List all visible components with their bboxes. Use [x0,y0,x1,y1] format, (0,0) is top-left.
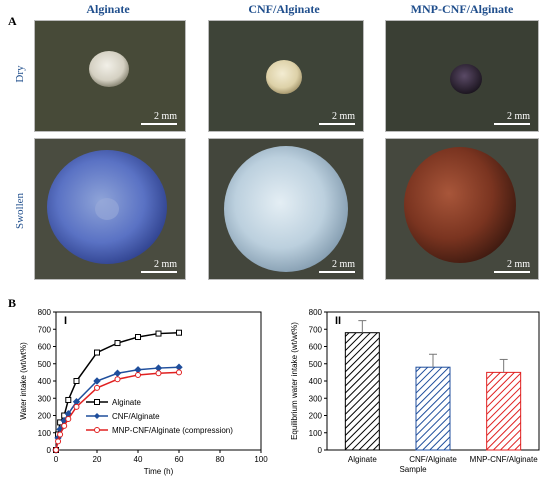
scale-bar-swollen-mnp-cnf-alginate: 2 mm [494,259,530,273]
column-title-alginate: Alginate [86,2,130,16]
y-tick-label: 400 [38,377,52,386]
photo-swollen-cnf-alginate: 2 mm [208,138,364,280]
y-tick-label: 200 [309,412,323,421]
category-label: CNF/Alginate [409,455,457,464]
data-point-square [65,396,72,403]
scale-bar-swollen-alginate: 2 mm [141,259,177,273]
line-chart-water-intake: I 0 100 200 300 400 500 600 700 800 0 20 40 60 80 100 Ti… [19,308,268,476]
bead-swollen-alginate [47,150,167,264]
photo-dry-mnp-cnf-alginate: 2 mm [385,20,539,132]
x-tick-label: 100 [254,455,268,464]
data-point-square [155,330,162,337]
y-tick-label: 600 [38,343,52,352]
legend-label: Alginate [112,398,141,407]
y-tick-label: 300 [38,394,52,403]
row-label-swollen: Swollen [14,192,26,230]
data-point-diamond [175,363,183,371]
y-tick-label: 700 [38,325,52,334]
photo-dry-cnf-alginate: 2 mm [208,20,364,132]
data-point-circle [114,376,121,383]
legend-marker [94,427,100,433]
bar-1 [415,366,451,451]
subpanel-label-i: I [64,315,67,327]
data-point-circle [53,447,59,453]
y-tick-label: 400 [309,377,323,386]
bead-swollen-cnf-alginate [224,146,348,272]
y-tick-label: 700 [309,325,323,334]
column-title-cnf-alginate: CNF/Alginate [248,2,320,16]
bead-dry-cnf-alginate [266,60,302,94]
bar-2 [486,371,522,451]
bead-dry-mnp-cnf-alginate [450,64,482,94]
y-tick-label: 300 [309,394,323,403]
y-axis-label: Equilibrium water intake (wt/wt%) [290,322,299,440]
y-tick-label: 0 [318,446,323,455]
y-tick-label: 0 [47,446,52,455]
y-tick-label: 800 [309,308,323,317]
row-label-dry: Dry [14,65,26,83]
x-tick-label: 20 [93,455,102,464]
legend-marker [94,399,100,405]
data-point-circle [135,371,141,378]
data-point-square [114,340,121,347]
y-tick-label: 500 [309,360,323,369]
data-point-square [73,378,80,384]
data-point-diamond [93,377,101,385]
subpanel-label-ii: II [335,315,341,327]
y-tick-label: 800 [38,308,52,317]
scale-bar-dry-mnp-cnf-alginate: 2 mm [494,111,530,125]
y-axis-label: Water intake (wt/wt%) [19,342,28,420]
data-point-diamond [154,364,163,372]
data-point-circle [155,370,162,377]
x-tick-label: 60 [175,455,184,464]
data-point-diamond [134,366,142,374]
photo-swollen-alginate: 2 mm [34,138,186,280]
data-point-diamond [113,369,122,377]
scale-bar-dry-alginate: 2 mm [141,111,177,125]
legend-marker [94,413,100,419]
photo-swollen-mnp-cnf-alginate: 2 mm [385,138,539,280]
x-axis-label: Sample [399,465,427,474]
category-label: MNP-CNF/Alginate [470,455,539,464]
scale-bar-dry-cnf-alginate: 2 mm [319,111,355,125]
x-tick-label: 40 [134,455,143,464]
bar-chart-equilibrium-intake: II 0 100 200 300 400 500 600 700 800 Equilibrium w… [290,308,540,474]
y-tick-label: 100 [309,429,323,438]
x-tick-label: 80 [216,455,225,464]
data-point-circle [94,384,100,391]
x-axis-label: Time (h) [144,467,174,476]
column-title-mnp-cnf-alginate: MNP-CNF/Alginate [410,2,514,16]
data-point-circle [55,438,62,445]
data-point-square [94,349,100,356]
data-point-circle [57,431,64,438]
panel-b-letter: B [8,296,17,310]
category-label: Alginate [348,455,377,464]
y-tick-label: 200 [38,412,52,421]
y-tick-label: 600 [309,343,323,352]
data-point-circle [61,422,68,429]
y-tick-label: 500 [38,360,52,369]
bead-swollen-mnp-cnf-alginate [404,147,516,263]
scale-bar-swollen-cnf-alginate: 2 mm [319,259,355,273]
data-point-circle [176,369,182,376]
y-tick-label: 100 [38,429,52,438]
x-tick-label: 0 [54,455,59,464]
data-point-square [135,334,141,341]
data-point-square [176,329,182,336]
bar-0 [344,332,380,451]
legend-label: CNF/Alginate [112,412,160,421]
legend-label: MNP-CNF/Alginate (compression) [112,426,233,435]
photo-dry-alginate: 2 mm [34,20,186,132]
data-point-circle [73,403,80,410]
bead-dry-alginate [89,51,129,87]
panel-a-letter: A [8,14,17,28]
data-point-circle [65,415,72,422]
